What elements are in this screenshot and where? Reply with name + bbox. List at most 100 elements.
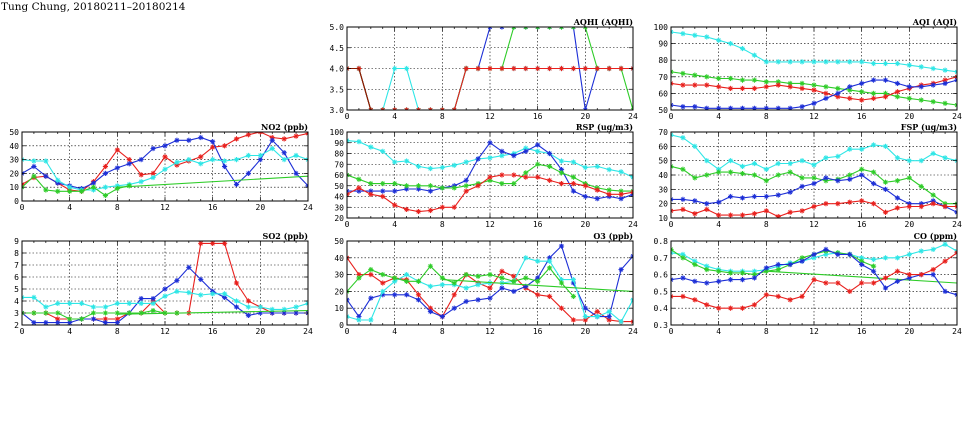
- data-point: [43, 158, 49, 164]
- data-point: [906, 272, 912, 278]
- chart-no2: 0 10 20 30 40 50 0 4 8 12 16 20 24 NO2 (ppb): [9, 122, 313, 212]
- data-point: [630, 174, 633, 180]
- data-point: [894, 195, 901, 201]
- data-point: [859, 172, 865, 178]
- data-point: [380, 272, 386, 278]
- data-point: [558, 65, 565, 72]
- data-point: [671, 250, 674, 256]
- data-point: [716, 305, 722, 311]
- data-point: [582, 27, 588, 30]
- y-tick-label: 70: [658, 128, 668, 137]
- data-point: [439, 314, 445, 320]
- page-title: Tung Chung, 20180211–20180214: [1, 1, 186, 13]
- data-point: [475, 156, 481, 162]
- x-tick-label: 20: [905, 327, 915, 336]
- data-point: [930, 201, 936, 207]
- data-point: [427, 183, 434, 189]
- data-point: [671, 80, 674, 87]
- data-point: [930, 272, 936, 278]
- data-point: [463, 285, 469, 291]
- data-point: [930, 65, 936, 72]
- x-tick-label: 20: [256, 327, 266, 336]
- data-point: [799, 293, 805, 300]
- data-point: [347, 188, 350, 194]
- data-point: [511, 172, 517, 178]
- data-point: [692, 143, 698, 149]
- series-group: [671, 132, 957, 218]
- data-point: [671, 277, 674, 283]
- series-group: [347, 243, 633, 325]
- data-point: [835, 85, 841, 92]
- data-point: [618, 266, 624, 273]
- data-point: [906, 175, 912, 181]
- data-point: [680, 293, 686, 300]
- data-point: [739, 212, 746, 218]
- data-point: [823, 280, 829, 286]
- data-point: [739, 305, 746, 311]
- data-point: [269, 145, 275, 152]
- y-tick-label: 50: [334, 237, 344, 246]
- data-point: [594, 308, 600, 315]
- data-point: [618, 191, 624, 197]
- data-point: [499, 275, 505, 281]
- y-tick-label: 50: [9, 128, 19, 137]
- data-point: [233, 298, 240, 304]
- data-point: [671, 208, 674, 214]
- data-point: [368, 191, 374, 197]
- x-tick-label: 12: [485, 327, 495, 336]
- data-point: [392, 65, 398, 72]
- data-point: [439, 185, 445, 191]
- data-point: [257, 152, 263, 159]
- data-point: [918, 84, 924, 90]
- data-point: [174, 278, 180, 284]
- data-point: [55, 320, 61, 325]
- data-point: [269, 306, 275, 312]
- data-point: [546, 65, 553, 72]
- data-point: [716, 84, 722, 90]
- data-point: [245, 312, 252, 318]
- data-point: [882, 255, 889, 261]
- x-tick-label: 20: [905, 220, 915, 229]
- data-point: [606, 65, 612, 72]
- data-point: [245, 304, 252, 310]
- y-tick-label: 60: [334, 171, 344, 180]
- data-point: [882, 186, 889, 192]
- data-point: [67, 188, 73, 194]
- data-point: [775, 160, 781, 167]
- data-point: [257, 304, 263, 310]
- data-point: [499, 65, 505, 72]
- data-point: [704, 302, 710, 308]
- data-point: [811, 181, 817, 187]
- data-point: [368, 272, 374, 278]
- data-point: [870, 142, 877, 148]
- data-point: [680, 275, 686, 281]
- plot-frame: [346, 240, 634, 326]
- data-point: [823, 84, 829, 90]
- x-tick-label: 24: [952, 112, 962, 121]
- plot-frame: [21, 240, 309, 326]
- data-point: [882, 179, 889, 185]
- data-point: [671, 102, 674, 108]
- y-tick-label: 9: [14, 237, 19, 246]
- data-point: [380, 280, 386, 286]
- data-point: [558, 305, 565, 311]
- data-point: [570, 159, 577, 165]
- data-point: [618, 196, 624, 202]
- data-point: [392, 292, 398, 298]
- data-point: [535, 161, 541, 167]
- data-point: [630, 297, 633, 303]
- data-point: [918, 158, 924, 164]
- data-point: [162, 143, 168, 149]
- data-point: [463, 65, 469, 72]
- data-point: [847, 172, 853, 178]
- x-tick-label: 0: [345, 327, 350, 336]
- data-point: [680, 255, 686, 261]
- data-point: [727, 305, 734, 311]
- data-point: [43, 320, 49, 325]
- data-point: [716, 169, 722, 175]
- data-point: [415, 107, 422, 110]
- data-point: [523, 145, 529, 151]
- data-point: [859, 255, 865, 261]
- y-tick-label: 4.0: [330, 65, 345, 74]
- y-tick-label: 70: [334, 160, 344, 169]
